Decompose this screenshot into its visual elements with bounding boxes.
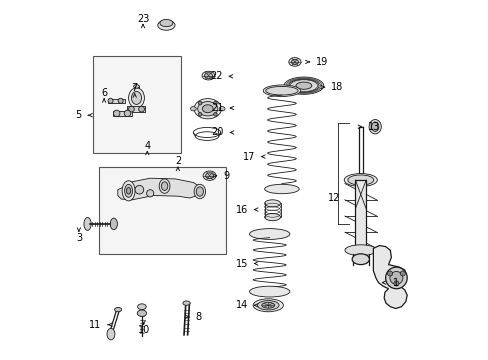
- Ellipse shape: [183, 301, 190, 305]
- Circle shape: [146, 190, 153, 197]
- Ellipse shape: [291, 59, 298, 64]
- Text: 18: 18: [330, 82, 343, 92]
- Circle shape: [400, 271, 405, 276]
- Text: 11: 11: [89, 320, 102, 330]
- Ellipse shape: [205, 173, 213, 179]
- Ellipse shape: [161, 182, 167, 190]
- Ellipse shape: [371, 122, 378, 131]
- Ellipse shape: [126, 188, 130, 194]
- Ellipse shape: [344, 245, 376, 256]
- Ellipse shape: [264, 184, 299, 194]
- Ellipse shape: [204, 73, 212, 78]
- Text: 17: 17: [243, 152, 255, 162]
- Text: 15: 15: [235, 258, 247, 269]
- Text: 1: 1: [392, 278, 398, 288]
- Ellipse shape: [265, 86, 298, 95]
- Ellipse shape: [84, 217, 91, 230]
- Ellipse shape: [107, 328, 115, 340]
- Text: 22: 22: [210, 71, 223, 81]
- Ellipse shape: [131, 91, 141, 104]
- Text: 6: 6: [101, 88, 107, 98]
- Text: 7: 7: [131, 83, 138, 93]
- Ellipse shape: [197, 102, 218, 116]
- Text: 9: 9: [223, 171, 228, 181]
- Ellipse shape: [249, 229, 289, 239]
- Text: 10: 10: [137, 325, 149, 336]
- Ellipse shape: [128, 88, 144, 108]
- Bar: [113, 111, 132, 116]
- Ellipse shape: [249, 286, 289, 297]
- Circle shape: [385, 267, 407, 289]
- Circle shape: [213, 101, 217, 105]
- Ellipse shape: [190, 107, 196, 111]
- Text: 23: 23: [137, 14, 149, 24]
- Ellipse shape: [203, 171, 216, 180]
- Text: 2: 2: [174, 156, 181, 166]
- Circle shape: [387, 271, 392, 276]
- Ellipse shape: [137, 310, 146, 316]
- Ellipse shape: [253, 299, 283, 312]
- Ellipse shape: [347, 175, 373, 185]
- Ellipse shape: [263, 85, 300, 96]
- Ellipse shape: [194, 184, 205, 199]
- Text: 19: 19: [315, 57, 327, 67]
- Text: 3: 3: [76, 233, 82, 243]
- Polygon shape: [118, 178, 202, 200]
- Text: 20: 20: [211, 127, 224, 138]
- Circle shape: [135, 185, 143, 194]
- Ellipse shape: [196, 187, 203, 196]
- Ellipse shape: [351, 254, 368, 265]
- Ellipse shape: [137, 304, 146, 310]
- Circle shape: [118, 98, 123, 103]
- Ellipse shape: [264, 213, 280, 221]
- Text: 13: 13: [367, 122, 380, 132]
- Ellipse shape: [159, 179, 170, 193]
- Circle shape: [124, 110, 130, 117]
- Polygon shape: [373, 246, 407, 309]
- Bar: [107, 99, 125, 103]
- Circle shape: [139, 106, 144, 112]
- Ellipse shape: [194, 99, 221, 119]
- Circle shape: [389, 271, 402, 284]
- Ellipse shape: [257, 301, 279, 310]
- Ellipse shape: [368, 120, 381, 134]
- Bar: [93, 56, 181, 153]
- Ellipse shape: [110, 218, 117, 230]
- Ellipse shape: [264, 200, 280, 207]
- Ellipse shape: [114, 307, 122, 312]
- Ellipse shape: [344, 174, 377, 186]
- Circle shape: [108, 98, 113, 103]
- Text: 12: 12: [327, 193, 339, 203]
- Ellipse shape: [261, 302, 274, 308]
- Circle shape: [128, 106, 134, 112]
- Bar: [355, 180, 366, 252]
- Circle shape: [198, 113, 202, 116]
- Ellipse shape: [202, 71, 215, 80]
- Bar: [127, 106, 145, 112]
- Ellipse shape: [160, 19, 172, 27]
- Ellipse shape: [202, 105, 213, 113]
- Ellipse shape: [288, 79, 318, 92]
- Circle shape: [113, 110, 120, 117]
- Ellipse shape: [158, 20, 175, 30]
- Ellipse shape: [122, 181, 135, 201]
- Circle shape: [393, 281, 398, 286]
- Ellipse shape: [284, 77, 323, 94]
- Text: 16: 16: [235, 204, 247, 215]
- Ellipse shape: [295, 82, 311, 89]
- Circle shape: [213, 113, 217, 116]
- Text: 5: 5: [75, 110, 81, 120]
- Ellipse shape: [124, 184, 132, 197]
- Text: 4: 4: [144, 141, 150, 151]
- Bar: [99, 167, 226, 254]
- Text: 8: 8: [195, 312, 201, 322]
- Ellipse shape: [219, 107, 224, 111]
- Ellipse shape: [133, 85, 139, 88]
- Text: 14: 14: [235, 300, 247, 310]
- Text: 21: 21: [211, 103, 224, 113]
- Circle shape: [198, 101, 202, 105]
- Ellipse shape: [288, 58, 301, 66]
